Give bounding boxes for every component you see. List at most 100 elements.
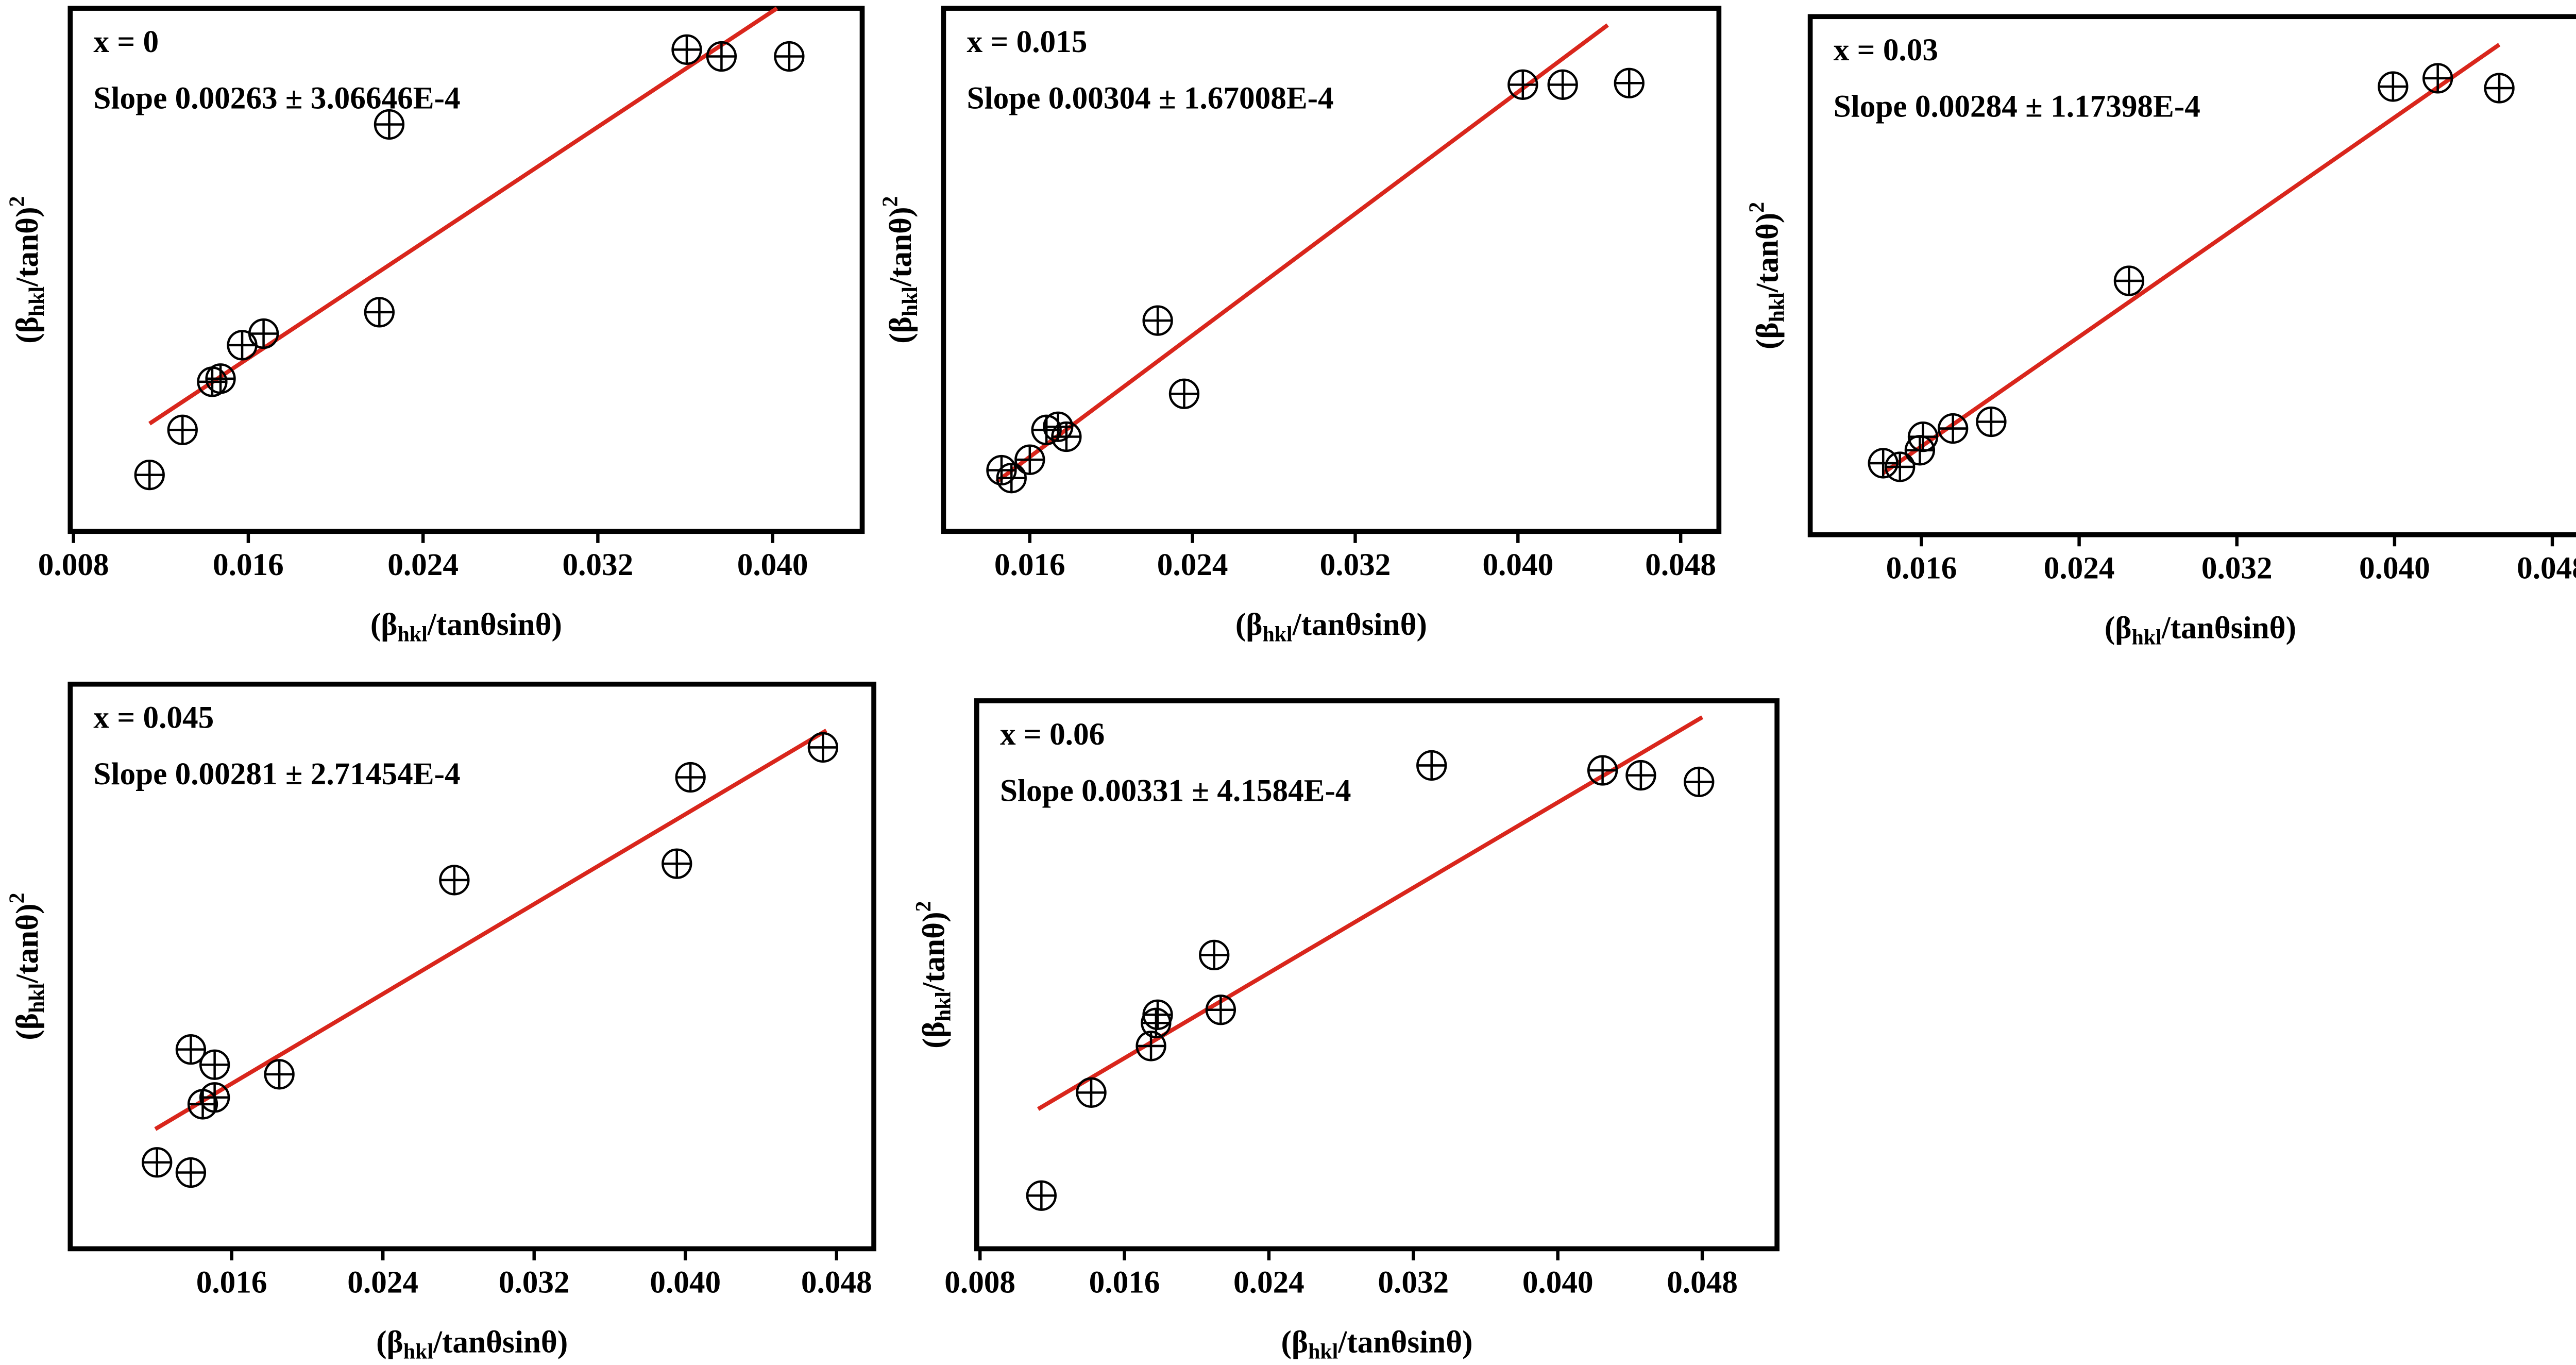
marker <box>671 34 702 65</box>
marker <box>2113 265 2145 296</box>
x-axis-label-part: (β <box>1281 1324 1308 1359</box>
x-tick-label: 0.008 <box>944 1265 1015 1300</box>
marker <box>2378 71 2409 102</box>
y-axis-label-part: hkl <box>931 991 955 1021</box>
x-tick-label: 0.040 <box>650 1265 721 1300</box>
x-axis-label-part: (β <box>2105 611 2132 646</box>
x-tick-label: 0.024 <box>1157 547 1228 582</box>
marker <box>1547 69 1578 100</box>
marker <box>1199 939 1230 971</box>
marker <box>1885 451 1916 482</box>
marker <box>205 363 236 394</box>
x-tick-label: 0.032 <box>499 1265 570 1300</box>
marker <box>142 1147 173 1178</box>
marker <box>1625 760 1656 791</box>
marker <box>1416 750 1447 781</box>
y-axis-label: (βhkl/tanθ)2 <box>912 901 956 1049</box>
panel: 0.0160.0240.0320.0400.048(βhkl/tanθsinθ)… <box>1745 14 2576 650</box>
annotation: x = 0.03 <box>1834 32 1938 68</box>
x-tick-label: 0.016 <box>994 547 1065 582</box>
y-axis-label-part: (β <box>10 1013 45 1040</box>
marker <box>1142 999 1173 1030</box>
marker <box>706 41 737 72</box>
annotation: Slope 0.00284 ± 1.17398E-4 <box>1834 89 2200 124</box>
x-axis-label-part: (β <box>1235 607 1263 642</box>
plot-frame <box>1807 14 2576 537</box>
x-tick-label: 0.048 <box>1645 547 1716 582</box>
x-tick-label: 0.040 <box>1482 547 1553 582</box>
marker <box>2422 63 2453 94</box>
annotation: x = 0.015 <box>967 24 1088 59</box>
x-tick-label: 0.032 <box>2201 551 2273 586</box>
y-axis-label: (βhkl/tanθ)2 <box>5 892 49 1040</box>
marker <box>1026 1180 1057 1211</box>
marker <box>675 762 706 793</box>
fit-line <box>148 6 778 426</box>
marker <box>1868 448 1899 479</box>
marker <box>1051 421 1082 452</box>
x-axis-label-part: hkl <box>2132 626 2162 649</box>
annotation: Slope 0.00263 ± 3.06646E-4 <box>93 81 460 116</box>
x-tick-label: 0.016 <box>213 547 284 582</box>
marker <box>1587 755 1618 786</box>
x-tick-label: 0.048 <box>801 1265 872 1300</box>
annotation: x = 0.045 <box>93 700 214 735</box>
x-tick-label: 0.040 <box>1522 1265 1594 1300</box>
marker <box>1205 995 1236 1025</box>
x-tick-label: 0.048 <box>2517 551 2576 586</box>
x-tick-label: 0.032 <box>1378 1265 1449 1300</box>
annotation: Slope 0.00304 ± 1.67008E-4 <box>967 81 1334 116</box>
y-axis-label-part: /tanθ) <box>883 207 918 287</box>
marker <box>248 318 279 349</box>
x-axis-label: (βhkl/tanθsinθ) <box>370 607 562 646</box>
x-axis-label-part: /tanθsinθ) <box>2161 611 2296 646</box>
x-axis-label-part: hkl <box>1308 1340 1338 1363</box>
y-axis-label-part: 2 <box>878 196 902 207</box>
marker <box>1076 1077 1107 1108</box>
x-tick-label: 0.016 <box>1089 1265 1160 1300</box>
marker <box>227 330 258 361</box>
fit-line <box>1037 715 1704 1111</box>
panel: 0.008 0.016 0.024 0.032 0.040(βhkl/tanθsinθ)… <box>5 6 865 646</box>
marker <box>175 1157 207 1188</box>
marker <box>774 41 805 72</box>
marker <box>175 1034 207 1065</box>
marker <box>807 732 839 763</box>
x-axis-label-part: /tanθsinθ) <box>1337 1324 1472 1359</box>
x-axis-label: (βhkl/tanθsinθ) <box>2105 611 2296 650</box>
y-axis-label: (βhkl/tanθ)2 <box>5 196 49 344</box>
x-axis-label-part: hkl <box>1262 622 1292 646</box>
marker <box>264 1059 295 1090</box>
fit-line <box>995 23 1609 484</box>
x-tick-label: 0.032 <box>1320 547 1391 582</box>
y-axis-label-part: 2 <box>5 892 29 903</box>
y-axis-label-part: 2 <box>1745 202 1769 213</box>
x-tick-label: 0.024 <box>1233 1265 1304 1300</box>
x-axis-label-part: hkl <box>403 1340 433 1363</box>
y-axis-label-part: (β <box>917 1021 952 1049</box>
marker <box>2484 73 2515 104</box>
y-axis-label-part: /tanθ) <box>10 207 45 287</box>
plot-frame <box>974 698 1780 1252</box>
x-tick-label: 0.024 <box>387 547 459 582</box>
marker <box>1614 68 1645 98</box>
y-axis-label-part: hkl <box>25 287 49 316</box>
marker <box>662 848 692 879</box>
x-axis-label-part: /tanθsinθ) <box>427 607 562 642</box>
marker <box>364 297 395 328</box>
x-tick-label: 0.048 <box>1667 1265 1738 1300</box>
marker <box>199 1049 230 1080</box>
annotation: Slope 0.00281 ± 2.71454E-4 <box>93 756 460 791</box>
marker <box>1938 413 1969 444</box>
panel: 0.008 0.016 0.024 0.032 0.040 0.048(βhkl/tanθ… <box>912 698 1780 1363</box>
marker <box>439 865 470 896</box>
marker <box>1014 444 1045 475</box>
marker <box>1142 305 1173 336</box>
y-axis-label-part: hkl <box>25 983 49 1013</box>
marker <box>167 414 198 445</box>
y-axis-label-part: 2 <box>912 901 936 912</box>
y-axis-label-part: (β <box>10 316 45 344</box>
plot-frame <box>67 681 876 1252</box>
